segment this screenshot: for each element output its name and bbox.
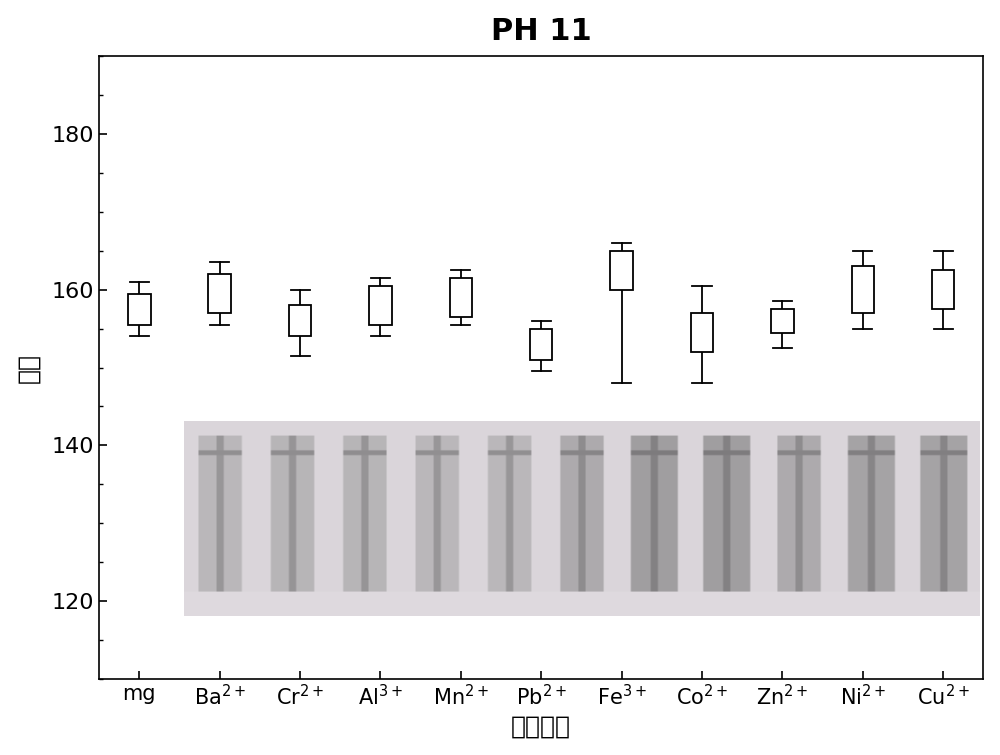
Title: PH 11: PH 11: [491, 17, 592, 45]
Bar: [289, 305, 311, 337]
Bar: [208, 274, 231, 313]
Bar: [128, 294, 151, 325]
X-axis label: 金属离子: 金属离子: [511, 714, 571, 738]
Bar: [691, 313, 713, 352]
Bar: [852, 267, 874, 313]
Bar: [369, 286, 392, 325]
Bar: [771, 310, 794, 332]
Bar: [450, 278, 472, 317]
Y-axis label: 半径: 半径: [17, 353, 41, 383]
Bar: [610, 251, 633, 290]
Bar: [932, 270, 954, 310]
Bar: [530, 328, 552, 359]
